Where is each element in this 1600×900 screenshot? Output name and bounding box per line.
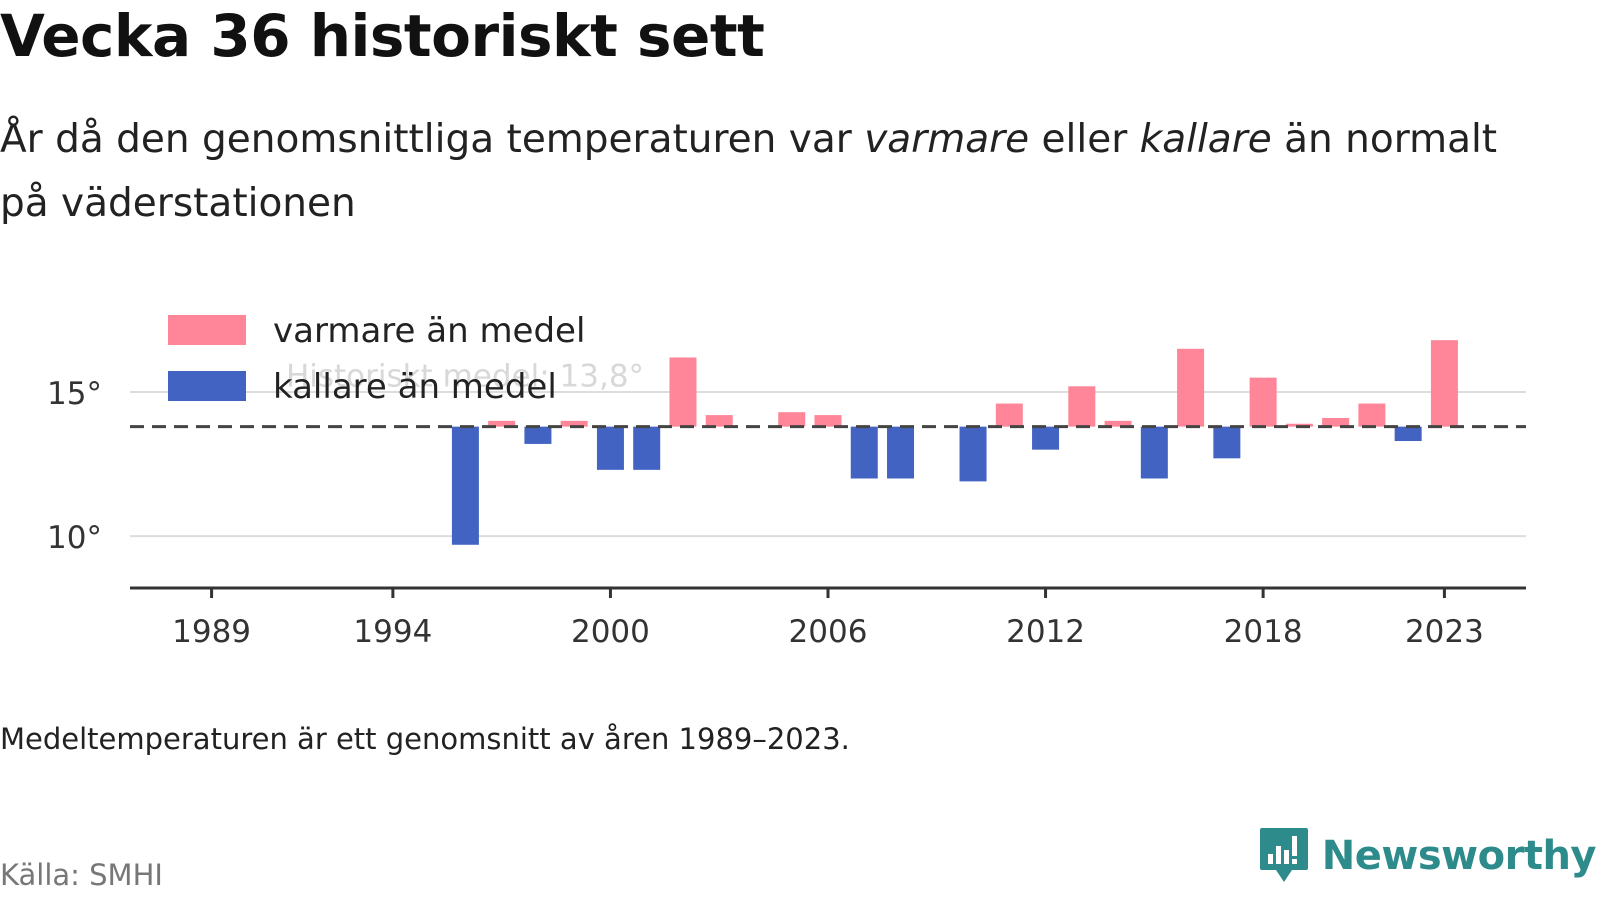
bar-warmer [1104,420,1132,427]
y-tick-label: 10° [47,520,102,556]
x-tick-label: 2006 [789,614,868,650]
x-axis: 1989 1994 2000 2006 2012 2018 2023 [130,586,1526,650]
bar-warmer [1358,403,1386,427]
chart-subtitle: År då den genomsnittliga temperaturen va… [0,108,1520,236]
grid-lines [130,391,1526,538]
bar-warmer [669,357,697,427]
legend-label-cold: kallare än medel [273,367,557,407]
x-tick-label: 2018 [1224,614,1303,650]
footnote: Medeltemperaturen är ett genomsnitt av å… [0,722,850,756]
legend-label-warm: varmare än medel [273,311,585,351]
subtitle-text-1: År då den genomsnittliga temperaturen va… [0,117,865,162]
bar-colder [959,426,987,482]
x-tick-label: 2000 [571,614,650,650]
subtitle-text-3: än normalt på väderstationen [0,117,1498,226]
brand-logo: Newsworthy [1258,826,1597,886]
subtitle-cold-word: kallare [1139,117,1272,162]
bar-warmer [1322,417,1350,427]
bar-colder [524,426,552,444]
chart-title: Vecka 36 historiskt sett [0,2,765,70]
bar-warmer [814,415,842,427]
newsworthy-logo-icon [1259,828,1308,882]
y-tick-label: 15° [47,376,102,412]
x-tick-label: 1994 [353,614,432,650]
bar-colder [1213,426,1241,459]
bar-warmer [705,415,733,427]
bar-warmer [560,420,588,427]
mean-line-label: Historiskt medel: 13,8° [286,359,644,395]
bar-colder [1140,426,1168,479]
bar-warmer [488,420,516,427]
legend-swatch-cold [168,371,246,401]
x-tick-label: 1989 [172,614,251,650]
legend: varmare än medel kallare än medel [168,311,585,407]
x-tick-label: 2023 [1405,614,1484,650]
bar-warmer [1068,386,1096,427]
bar-warmer [778,412,806,427]
bar-warmer [1430,340,1458,427]
bar-warmer [995,403,1023,427]
bar-colder [1032,426,1060,450]
subtitle-warm-word: varmare [864,117,1030,162]
bar-colder [451,426,479,545]
bar-warmer [1249,377,1277,427]
bar-colder [633,426,661,470]
bar-colder [1394,426,1422,442]
subtitle-text-2: eller [1029,117,1140,162]
x-tick-label: 2012 [1006,614,1085,650]
y-axis-ticks: 10° 15° [47,376,102,556]
bar-colder [596,426,624,470]
bar-warmer [1177,348,1205,427]
brand-name: Newsworthy [1321,833,1597,879]
bars: Historiskt medel: 13,8° [286,340,1458,545]
bar-colder [887,426,915,479]
source-credit: Källa: SMHI [0,858,163,892]
temperature-bar-chart: 10° 15° Historiskt medel: 13,8° 1989 1994 2… [47,311,1526,650]
bar-colder [850,426,878,479]
legend-swatch-warm [168,315,246,345]
